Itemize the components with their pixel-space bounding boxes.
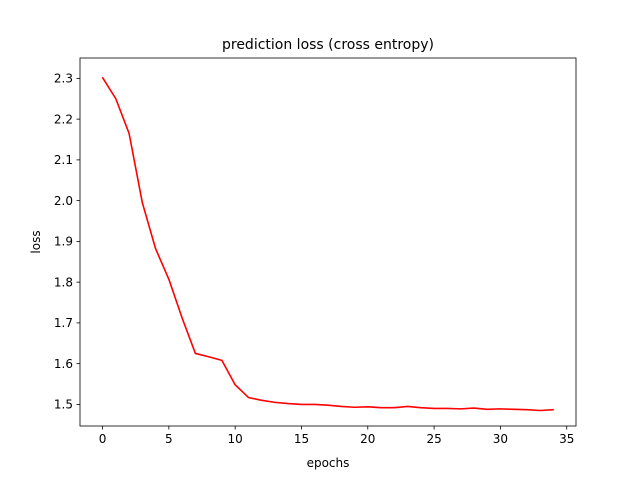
axes-frame xyxy=(79,57,577,427)
x-tick-label: 5 xyxy=(165,432,173,446)
data-point xyxy=(221,359,223,361)
data-point xyxy=(314,403,316,405)
data-point xyxy=(433,407,435,410)
data-point xyxy=(539,409,541,412)
y-axis-label: loss xyxy=(29,230,43,253)
y-tick-label: 1.7 xyxy=(54,316,73,330)
x-tick-label: 35 xyxy=(559,432,574,446)
data-point xyxy=(234,384,236,386)
y-tick-label: 2.0 xyxy=(54,194,73,208)
data-point xyxy=(340,405,342,408)
data-point xyxy=(274,401,276,403)
data-point xyxy=(367,406,369,408)
data-point xyxy=(526,409,528,411)
data-point xyxy=(460,408,462,410)
x-tick-label: 20 xyxy=(360,432,375,446)
x-tick-label: 25 xyxy=(426,432,441,446)
plot-line-group xyxy=(101,76,555,412)
data-point xyxy=(287,402,289,405)
data-point xyxy=(141,202,143,204)
data-point xyxy=(101,76,104,79)
data-point xyxy=(393,407,395,409)
data-point xyxy=(420,407,422,409)
data-point xyxy=(194,352,196,355)
y-tick-label: 2.2 xyxy=(54,112,73,126)
y-tick-label: 1.5 xyxy=(54,398,73,412)
data-point xyxy=(247,396,250,399)
y-tick-label: 2.3 xyxy=(54,72,73,86)
data-point xyxy=(327,404,329,406)
x-tick-label: 30 xyxy=(493,432,508,446)
data-point xyxy=(181,317,183,319)
data-point xyxy=(552,409,555,411)
data-point xyxy=(446,407,448,410)
data-point xyxy=(128,132,130,134)
data-point xyxy=(513,408,515,410)
x-axis-label: epochs xyxy=(307,456,350,470)
data-point xyxy=(473,407,475,409)
chart-title: prediction loss (cross entropy) xyxy=(222,37,434,53)
y-tick-label: 1.9 xyxy=(54,235,73,249)
data-point xyxy=(300,403,303,405)
y-tick-label: 2.1 xyxy=(54,153,73,167)
data-point xyxy=(208,356,210,358)
x-tick-label: 10 xyxy=(228,432,243,446)
x-tick-label: 15 xyxy=(294,432,309,446)
data-point xyxy=(261,399,263,401)
data-point xyxy=(486,408,488,410)
y-tick-label: 1.8 xyxy=(54,275,73,289)
data-point xyxy=(380,407,382,409)
x-tick-label: 0 xyxy=(99,432,107,446)
data-point xyxy=(115,98,117,100)
data-point xyxy=(499,408,502,410)
y-axis-ticks: 1.5 1.6 1.7 1.8 1.9 2.0 2.1 2.2 2.3 xyxy=(54,72,80,412)
y-tick-label: 1.6 xyxy=(54,357,73,371)
data-point xyxy=(168,278,170,280)
x-axis-ticks: 0 5 10 15 20 25 30 35 xyxy=(99,426,574,446)
data-point xyxy=(353,406,356,408)
data-point xyxy=(406,405,409,408)
data-point xyxy=(154,248,157,250)
